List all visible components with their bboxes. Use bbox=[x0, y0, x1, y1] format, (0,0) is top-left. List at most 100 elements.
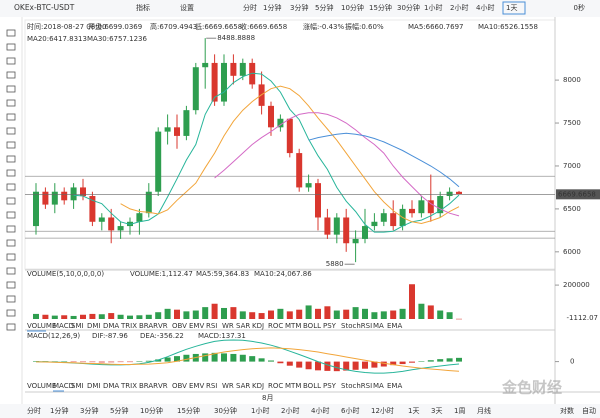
indicator-tab[interactable]: DMA bbox=[103, 382, 119, 390]
indicator-tab[interactable]: KDJ bbox=[252, 382, 264, 390]
indicator-tab[interactable]: RSI bbox=[206, 382, 217, 390]
tool-icon[interactable] bbox=[6, 323, 16, 331]
timeframe[interactable]: 10分钟 bbox=[341, 3, 364, 12]
indicator-tab[interactable]: VR bbox=[158, 382, 168, 390]
indicator-tab[interactable]: ROC bbox=[268, 322, 283, 330]
indicator-tab[interactable]: TRIX bbox=[120, 382, 137, 390]
bottom-timeframe[interactable]: 12小时 bbox=[371, 406, 394, 415]
indicator-tab[interactable]: BRAR bbox=[139, 382, 158, 390]
log-toggle[interactable]: 对数 bbox=[560, 406, 574, 415]
indicator-button[interactable]: 指标 bbox=[136, 3, 150, 12]
tool-icon[interactable] bbox=[6, 309, 16, 317]
tool-icon[interactable] bbox=[6, 29, 16, 37]
bottom-timeframe[interactable]: 5分钟 bbox=[110, 406, 128, 415]
indicator-tab[interactable]: BOLL bbox=[303, 322, 321, 330]
tool-icon[interactable] bbox=[6, 43, 16, 51]
bottom-timeframe[interactable]: 1分钟 bbox=[50, 406, 68, 415]
tool-icon[interactable] bbox=[6, 141, 16, 149]
bottom-timeframe[interactable]: 1天 bbox=[408, 407, 419, 415]
bottom-timeframe[interactable]: 3分钟 bbox=[80, 406, 98, 415]
indicator-tab[interactable]: MA bbox=[373, 382, 384, 390]
bottom-timeframe[interactable]: 6小时 bbox=[341, 406, 359, 415]
indicator-tab[interactable]: EMV bbox=[189, 322, 204, 330]
indicator-tab[interactable]: ROC bbox=[268, 382, 283, 390]
indicator-tab[interactable]: BOLL bbox=[303, 382, 321, 390]
indicator-tab[interactable]: WR bbox=[222, 322, 234, 330]
indicator-tab[interactable]: KDJ bbox=[252, 322, 264, 330]
indicator-tab[interactable]: StochRSI bbox=[341, 322, 372, 330]
indicator-tab[interactable]: MTM bbox=[285, 382, 301, 390]
indicator-tab[interactable]: RSI bbox=[206, 322, 217, 330]
indicator-tab[interactable]: WR bbox=[222, 382, 234, 390]
indicator-tab[interactable]: SMI bbox=[71, 322, 84, 330]
macd-bar bbox=[258, 358, 265, 362]
indicator-tab[interactable]: BRAR bbox=[139, 322, 158, 330]
tool-icon[interactable] bbox=[6, 57, 16, 65]
candle-body bbox=[277, 118, 284, 128]
bottom-timeframe[interactable]: 1小时 bbox=[251, 406, 269, 415]
timeframe[interactable]: 1分钟 bbox=[263, 3, 281, 12]
timeframe[interactable]: 1天 bbox=[506, 4, 517, 12]
indicator-tab[interactable]: VR bbox=[158, 322, 168, 330]
indicator-tab[interactable]: SMI bbox=[71, 382, 84, 390]
bottom-timeframe[interactable]: 分时 bbox=[27, 406, 41, 415]
tool-icon[interactable] bbox=[6, 295, 16, 303]
tool-icon[interactable] bbox=[6, 239, 16, 247]
tool-icon[interactable] bbox=[6, 281, 16, 289]
indicator-tab[interactable]: EMA bbox=[387, 382, 402, 390]
timeframe[interactable]: 4小时 bbox=[476, 3, 494, 12]
tool-icon[interactable] bbox=[6, 85, 16, 93]
timeframe[interactable]: 5分钟 bbox=[315, 3, 333, 12]
tool-icon[interactable] bbox=[6, 253, 16, 261]
indicator-tab[interactable]: PSY bbox=[323, 322, 337, 330]
indicator-tab[interactable]: MACD bbox=[53, 382, 74, 390]
indicator-tab[interactable]: MTM bbox=[285, 322, 301, 330]
bottom-timeframe[interactable]: 4小时 bbox=[311, 406, 329, 415]
bottom-timeframe[interactable]: 1周 bbox=[454, 407, 465, 415]
indicator-tab[interactable]: DMA bbox=[103, 322, 119, 330]
tool-icon[interactable] bbox=[6, 99, 16, 107]
auto-toggle[interactable]: 自动 bbox=[582, 406, 596, 415]
bottom-timeframe[interactable]: 3天 bbox=[431, 407, 442, 415]
tool-icon[interactable] bbox=[6, 169, 16, 177]
timeframe[interactable]: 30分钟 bbox=[397, 3, 420, 12]
tool-icon[interactable] bbox=[6, 113, 16, 121]
indicator-tab[interactable]: StochRSI bbox=[341, 382, 372, 390]
tool-icon[interactable] bbox=[6, 127, 16, 135]
timeframe[interactable]: 2小时 bbox=[450, 3, 468, 12]
timeframe[interactable]: 3分钟 bbox=[290, 3, 308, 12]
indicator-tab[interactable]: MACD bbox=[53, 322, 74, 330]
indicator-tab[interactable]: VOLUME bbox=[27, 322, 56, 330]
indicator-tab[interactable]: MA bbox=[373, 322, 384, 330]
timeframe[interactable]: 1小时 bbox=[424, 3, 442, 12]
indicator-tab[interactable]: OBV bbox=[172, 322, 187, 330]
indicator-tab[interactable]: VOLUME bbox=[27, 382, 56, 390]
tool-icon[interactable] bbox=[6, 155, 16, 163]
indicator-tab[interactable]: SAR bbox=[236, 382, 250, 390]
tool-icon[interactable] bbox=[6, 267, 16, 275]
timeframe[interactable]: 15分钟 bbox=[369, 3, 392, 12]
bottom-timeframe[interactable]: 月线 bbox=[477, 406, 491, 415]
indicator-tab[interactable]: EMV bbox=[189, 382, 204, 390]
indicator-tab[interactable]: EMA bbox=[387, 322, 402, 330]
tool-icon[interactable] bbox=[6, 71, 16, 79]
bottom-timeframe[interactable]: 2小时 bbox=[281, 406, 299, 415]
tool-icon[interactable] bbox=[6, 225, 16, 233]
info-text: 高:6709.4943 bbox=[150, 22, 197, 31]
indicator-tab[interactable]: DMI bbox=[87, 382, 101, 390]
settings-button[interactable]: 设置 bbox=[180, 3, 194, 12]
bottom-timeframe[interactable]: 15分钟 bbox=[177, 406, 200, 415]
tool-icon[interactable] bbox=[6, 211, 16, 219]
macd-bar bbox=[183, 354, 190, 362]
indicator-tab[interactable]: DMI bbox=[87, 322, 101, 330]
tool-icon[interactable] bbox=[6, 183, 16, 191]
indicator-tab[interactable]: PSY bbox=[323, 382, 337, 390]
indicator-tab[interactable]: TRIX bbox=[120, 322, 137, 330]
indicator-tab[interactable]: OBV bbox=[172, 382, 187, 390]
tool-icon[interactable] bbox=[6, 197, 16, 205]
bottom-timeframe[interactable]: 30分钟 bbox=[214, 406, 237, 415]
timeframe[interactable]: 分时 bbox=[243, 3, 257, 12]
indicator-tab[interactable]: SAR bbox=[236, 322, 250, 330]
symbol[interactable]: OKEx-BTC-USDT bbox=[14, 3, 75, 12]
bottom-timeframe[interactable]: 10分钟 bbox=[140, 406, 163, 415]
